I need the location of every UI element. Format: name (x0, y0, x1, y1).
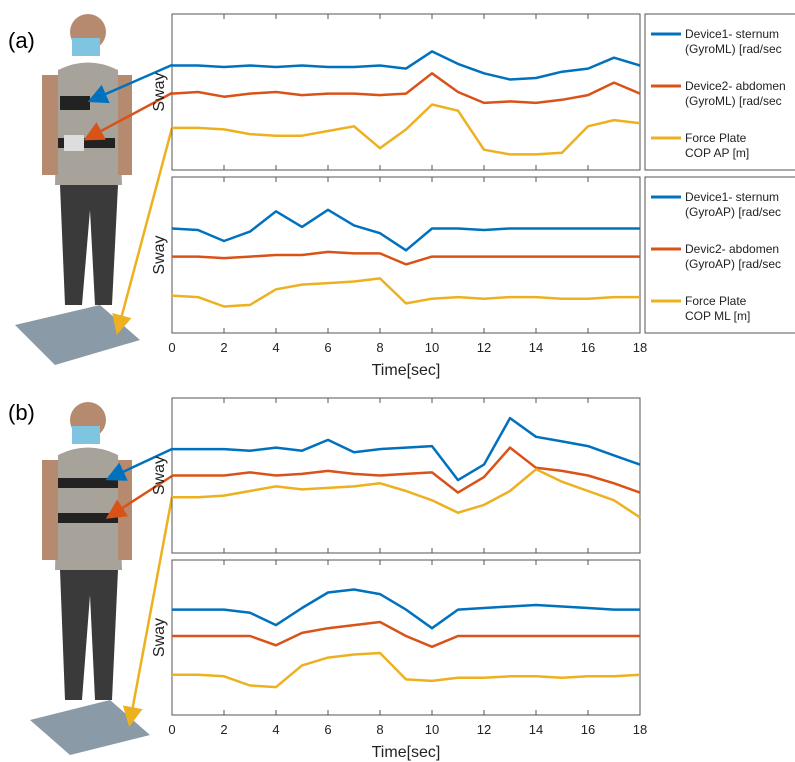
person-illustration (15, 14, 140, 365)
series-line (172, 651, 641, 689)
x-axis-label: Time[sec] (372, 744, 441, 761)
legend-label: COP ML [m] (685, 309, 750, 323)
x-tick-label: 16 (581, 340, 595, 355)
series-line (172, 468, 641, 519)
panel-label: (b) (8, 400, 35, 425)
arrows (83, 63, 174, 727)
plot-frame (171, 176, 641, 334)
series-line (172, 250, 640, 266)
plot-frame (171, 13, 641, 171)
x-tick-label: 4 (272, 340, 279, 355)
x-tick-label: 18 (633, 340, 647, 355)
x-tick-label: 8 (376, 340, 383, 355)
person-illustration (30, 402, 150, 755)
legend-box (644, 13, 795, 171)
x-tick-label: 16 (581, 722, 595, 737)
legend-label: Force Plate (685, 131, 747, 145)
legend-label: Device1- sternum (685, 27, 779, 41)
legend-label: Device1- sternum (685, 190, 779, 204)
x-tick-label: 2 (220, 722, 227, 737)
legend-label: (GyroML) [rad/sec (685, 42, 782, 56)
legend-label: Force Plate (685, 294, 747, 308)
x-axis-label: Time[sec] (372, 362, 441, 379)
series-line (172, 103, 641, 156)
y-axis-label: Sway (151, 456, 168, 495)
legend-label: Devic2- abdomen (685, 242, 779, 256)
y-axis-label: Sway (151, 72, 168, 111)
x-tick-label: 6 (324, 340, 331, 355)
x-tick-label: 0 (168, 340, 175, 355)
series-line (171, 72, 641, 105)
series-line (172, 620, 640, 649)
x-tick-label: 0 (168, 722, 175, 737)
plot-frame (171, 397, 641, 554)
series-line (172, 416, 641, 482)
x-tick-label: 14 (529, 722, 543, 737)
x-tick-label: 6 (324, 722, 331, 737)
series-line (171, 277, 640, 308)
y-axis-label: Sway (151, 618, 168, 657)
legend-box (644, 176, 795, 334)
legend-label: COP AP [m] (685, 146, 749, 160)
x-tick-label: 4 (272, 722, 279, 737)
legend-label: (GyroAP) [rad/sec (685, 257, 781, 271)
legend-label: Device2- abdomen (685, 79, 786, 93)
x-tick-label: 2 (220, 340, 227, 355)
x-tick-label: 12 (477, 340, 491, 355)
series-line (171, 208, 640, 252)
legend-label: (GyroAP) [rad/sec (685, 205, 781, 219)
x-tick-label: 18 (633, 722, 647, 737)
y-axis-label: Sway (151, 235, 168, 274)
series-line (172, 446, 641, 494)
series-line (172, 588, 640, 630)
x-tick-label: 8 (376, 722, 383, 737)
x-tick-label: 10 (425, 722, 439, 737)
series-line (172, 50, 641, 81)
x-tick-label: 10 (425, 340, 439, 355)
plot-frame (171, 559, 641, 716)
x-tick-label: 14 (529, 340, 543, 355)
x-tick-label: 12 (477, 722, 491, 737)
panel-label: (a) (8, 28, 35, 53)
legend-label: (GyroML) [rad/sec (685, 94, 782, 108)
